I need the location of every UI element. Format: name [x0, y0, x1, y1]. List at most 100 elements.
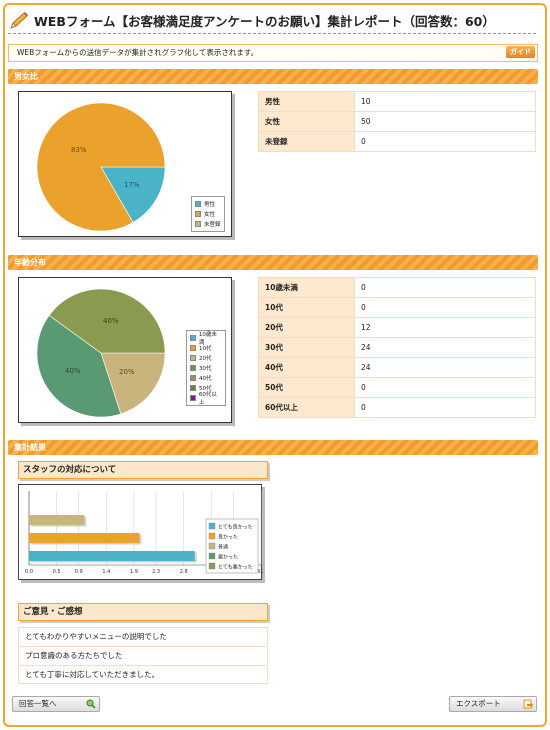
pie-slice: [100, 166, 166, 223]
legend-label: 良かった: [218, 534, 238, 541]
legend-label: 40代: [199, 376, 212, 382]
legend-entry: 60代以上: [190, 392, 222, 406]
row-value: 0: [354, 277, 536, 298]
x-tick-label: 0.5: [53, 569, 61, 575]
notice-text: WEBフォームからの送信データが集計されグラフ化して表示されます。: [17, 48, 259, 57]
age-chart: 40% 40% 20% 10歳未満 10代 20代 30代 40代 50代 60代以上: [18, 277, 232, 423]
row-label: 10歳未満: [258, 277, 355, 298]
answer-list-button[interactable]: 回答一覧へ: [12, 696, 100, 712]
row-label: 50代: [258, 377, 355, 398]
comments-title: ご意見・ご感想: [18, 603, 268, 621]
age-pie: 40% 40% 20%: [36, 288, 166, 418]
legend-entry: 50代: [190, 383, 222, 393]
legend-entry: 男性: [195, 199, 221, 209]
legend-swatch: [195, 221, 201, 227]
row-value: 0: [354, 377, 536, 398]
legend-swatch: [208, 532, 216, 540]
legend-label: 30代: [199, 366, 212, 372]
age-slice-label-30s: 40%: [65, 367, 81, 375]
guide-button[interactable]: ガイド: [506, 46, 535, 58]
legend-label: とても悪かった: [218, 564, 253, 571]
export-button[interactable]: エクスポート: [449, 696, 537, 712]
row-label: 未登録: [258, 131, 355, 152]
x-tick-label: 4.2: [257, 569, 263, 575]
gender-slice-label-female: 83%: [71, 146, 87, 154]
notice-box: WEBフォームからの送信データが集計されグラフ化して表示されます。 ガイド: [8, 44, 538, 62]
gender-slice-label-male: 17%: [124, 181, 140, 189]
staff-bar-chart: 0.00.50.91.41.92.32.83.33.74.2とても良かった良かっ…: [25, 491, 265, 575]
table-row: 女性 50: [258, 111, 536, 132]
x-tick-label: 0.9: [75, 569, 83, 575]
row-value: 24: [354, 357, 536, 378]
section-age: 年齢分布: [8, 255, 538, 270]
legend-entry: 未登録: [195, 219, 221, 229]
age-legend: 10歳未満 10代 20代 30代 40代 50代 60代以上: [186, 330, 226, 406]
comment-item: とても丁寧に対応していただきました。: [18, 665, 268, 684]
comment-item: プロ意識のある方たちでした: [18, 646, 268, 665]
x-tick-label: 2.8: [180, 569, 188, 575]
row-label: 30代: [258, 337, 355, 358]
report-header: WEBフォーム【お客様満足度アンケートのお願い】集計レポート（回答数：60）: [8, 8, 536, 34]
legend-entry: 女性: [195, 209, 221, 219]
answer-list-label: 回答一覧へ: [19, 699, 57, 708]
legend-label: 10歳未満: [198, 332, 217, 346]
row-label: 女性: [258, 111, 355, 132]
search-icon: [86, 699, 96, 709]
legend-label: 男性: [204, 202, 216, 208]
gender-chart: 83% 17% 男性女性未登録: [18, 91, 232, 237]
legend-entry: 40代: [190, 373, 222, 383]
row-label: 60代以上: [258, 397, 355, 418]
legend-label: 60代以上: [198, 392, 217, 406]
pie-slice: [100, 352, 166, 415]
age-table: 10歳未満 0 10代 0 20代 12 30代 24 40代 24 50代 0 60代以上 0: [258, 277, 536, 418]
bar: [29, 551, 195, 561]
gender-pie: 83% 17%: [36, 102, 166, 232]
section-results: 集計結果: [8, 440, 538, 455]
pie-slice: [36, 102, 166, 232]
gender-table: 男性 10 女性 50 未登録 0: [258, 91, 536, 152]
pie-slice: [48, 288, 166, 354]
row-value: 10: [354, 91, 536, 112]
row-value: 0: [354, 131, 536, 152]
legend-label: 悪かった: [218, 554, 238, 561]
x-tick-label: 1.4: [102, 569, 110, 575]
legend-label: 女性: [204, 212, 216, 218]
bar: [29, 533, 140, 543]
pie-slice: [36, 314, 122, 418]
row-label: 20代: [258, 317, 355, 338]
staff-question-title: スタッフの対応について: [18, 461, 268, 479]
x-tick-label: 1.9: [130, 569, 138, 575]
legend-label: 50代: [199, 386, 212, 392]
table-row: 10代 0: [258, 297, 536, 318]
table-row: 男性 10: [258, 91, 536, 112]
legend-swatch: [190, 345, 196, 351]
legend-label: 10代: [199, 346, 212, 352]
table-row: 未登録 0: [258, 131, 536, 152]
pencil-icon: [10, 11, 28, 29]
table-row: 60代以上 0: [258, 397, 536, 418]
legend-swatch: [208, 552, 216, 560]
staff-chart: 0.00.50.91.41.92.32.83.33.74.2とても良かった良かっ…: [18, 484, 265, 580]
gender-legend: 男性 女性 未登録: [191, 196, 225, 232]
table-row: 50代 0: [258, 377, 536, 398]
legend-swatch: [208, 522, 216, 530]
legend-label: 未登録: [204, 222, 221, 228]
row-value: 12: [354, 317, 536, 338]
legend-entry: 10歳未満: [190, 332, 222, 346]
legend-entry: 10代: [190, 343, 222, 353]
age-slice-label-20s: 20%: [119, 368, 135, 376]
legend-swatch: [208, 562, 216, 570]
legend-swatch: [190, 395, 196, 401]
legend-entry: 20代: [190, 353, 222, 363]
table-row: 30代 24: [258, 337, 536, 358]
legend-swatch: [208, 542, 216, 550]
row-label: 10代: [258, 297, 355, 318]
page-title: WEBフォーム【お客様満足度アンケートのお願い】集計レポート（回答数：60）: [34, 14, 495, 29]
legend-swatch: [190, 335, 196, 341]
row-label: 男性: [258, 91, 355, 112]
row-value: 0: [354, 397, 536, 418]
section-gender: 男女比: [8, 69, 538, 84]
legend-swatch: [190, 355, 196, 361]
export-label: エクスポート: [456, 699, 501, 708]
table-row: 10歳未満 0: [258, 277, 536, 298]
